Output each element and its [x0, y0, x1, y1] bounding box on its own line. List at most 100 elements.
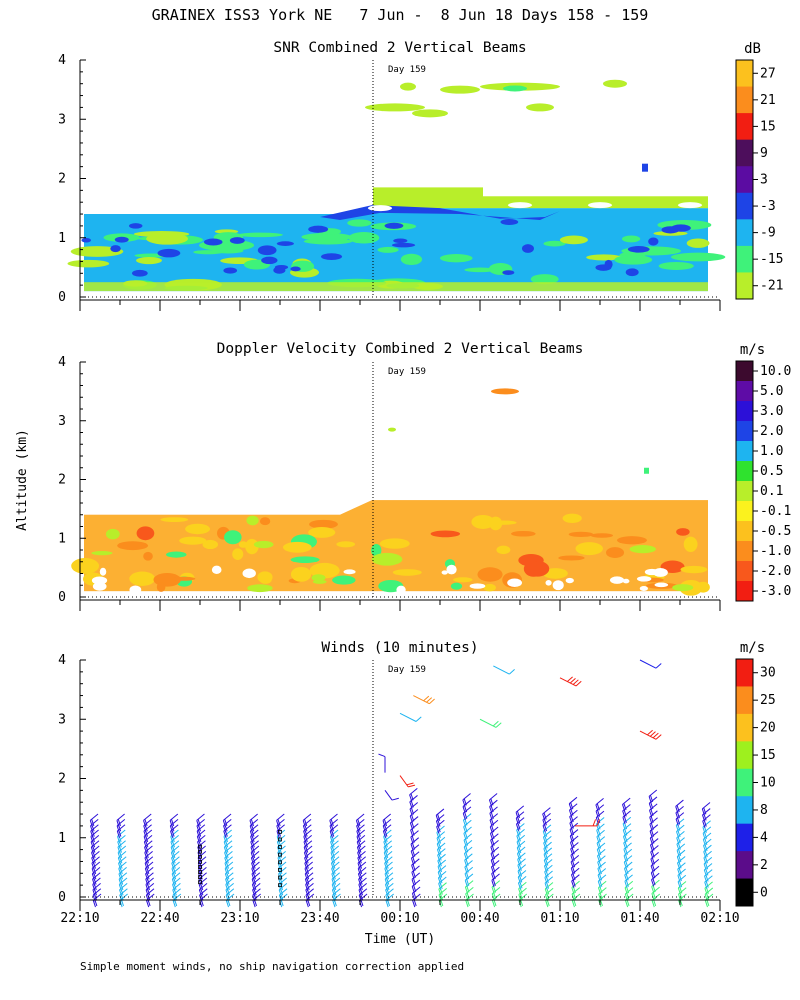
colorbar-label: -21 [760, 279, 783, 294]
wind-barb-flag [116, 820, 120, 828]
wind-barb-flag [436, 849, 441, 857]
velocity-patch [246, 515, 259, 526]
wind-barb [559, 677, 577, 687]
velocity-patch [105, 528, 120, 540]
wind-barb-flag [543, 812, 547, 820]
wind-barb-flag [412, 900, 416, 908]
wind-barb-flag [357, 873, 362, 881]
wind-barb-flag [251, 868, 255, 876]
wind-barb-flag [199, 894, 203, 902]
snr-patch [128, 223, 143, 229]
wind-barb-flag [436, 826, 440, 834]
colorbar-label: 25 [760, 693, 776, 708]
snr-cloud-echo [603, 79, 627, 88]
snr-patch [320, 253, 343, 261]
wind-barb-flag [567, 676, 573, 682]
wind-barb-flag [252, 900, 256, 908]
velocity-patch [309, 519, 338, 529]
wind-barb-flag [621, 804, 626, 812]
colorbar-swatch [736, 741, 753, 770]
x-tick-label: 22:10 [60, 911, 99, 926]
wind-barb-flag [649, 830, 653, 838]
wind-barb-flag [143, 836, 147, 844]
y-tick-label: 4 [58, 653, 66, 668]
wind-barb-flag [463, 833, 467, 841]
colorbar-swatch [736, 421, 753, 442]
wind-barb-flag [384, 873, 388, 881]
wind-barb-flag [648, 796, 652, 804]
wind-barb-flag [357, 852, 361, 860]
wind-barb-flag [423, 695, 430, 702]
y-tick-label: 0 [58, 590, 66, 605]
y-tick-label: 1 [58, 231, 66, 246]
wind-barb-flag [651, 864, 656, 872]
wind-barb-flag [305, 894, 309, 902]
snr-patch [648, 237, 659, 246]
wind-barb-flag [463, 846, 467, 854]
wind-barb-flag [570, 802, 574, 810]
wind-barb-flag [198, 884, 202, 892]
y-tick-label: 2 [58, 772, 66, 787]
colorbar-label: 20 [760, 721, 776, 736]
wind-barb-flag [649, 837, 653, 845]
wind-barb-flag [143, 841, 147, 849]
wind-barb-flag [331, 873, 335, 881]
colorbar-label: 2 [760, 858, 768, 873]
wind-barb-flag [545, 900, 549, 908]
colorbar-label: 8 [760, 803, 768, 818]
wind-barb-flag [597, 874, 601, 882]
wind-barb-flag [145, 889, 149, 897]
velocity-gap [545, 580, 552, 586]
wind-barb-flag [415, 716, 422, 722]
wind-barb-flag [408, 784, 416, 788]
wind-barb-flag [172, 889, 176, 897]
colorbar-label: -2.0 [760, 564, 791, 579]
wind-barb-flag [515, 823, 520, 831]
wind-barb-flag [250, 819, 255, 827]
snr-patch [586, 254, 622, 261]
wind-barb-flag [90, 830, 94, 838]
wind-barb-flag [437, 877, 442, 885]
wind-barb-flag [118, 873, 122, 881]
wind-barb-flag [331, 889, 336, 897]
wind-barb-flag [596, 842, 600, 850]
velocity-gap [609, 576, 625, 584]
colorbar-label: 3.0 [760, 404, 783, 419]
calm-wind-marker [278, 868, 282, 872]
colorbar-label: 0 [760, 885, 768, 900]
wind-barb-flag [410, 800, 414, 808]
velocity-patch [453, 577, 473, 583]
snr-cloud-echo [412, 109, 448, 118]
wind-barb-flag [251, 873, 255, 881]
wind-barb-flag [463, 798, 467, 806]
wind-barb-flag [570, 874, 575, 882]
colorbar-label: -0.1 [760, 504, 791, 519]
wind-barb-flag [144, 819, 148, 827]
wind-barb-flag [410, 850, 414, 858]
wind-barb-flag [575, 680, 582, 687]
colorbar-swatch [736, 60, 753, 88]
calm-wind-marker [198, 849, 202, 854]
colorbar-swatch [736, 113, 753, 141]
wind-barb-flag [385, 889, 389, 897]
wind-barb-flag [596, 819, 601, 827]
wind-barb-flag [677, 875, 681, 883]
wind-barb-flag [302, 820, 306, 828]
colorbar-swatch [736, 461, 753, 482]
colorbar-label: -3.0 [760, 584, 791, 599]
wind-barb-flag [90, 825, 94, 833]
wind-barb-flag [437, 854, 441, 862]
calm-wind-marker [278, 829, 282, 834]
wind-barb-flag [623, 861, 627, 869]
velocity-patch [253, 540, 274, 549]
wind-barb-flag [225, 884, 229, 892]
wind-barb-flag [411, 842, 416, 850]
wind-barb-flag [543, 859, 547, 867]
wind-barb-flag [651, 886, 655, 894]
velocity-patch [166, 551, 187, 558]
wind-barb-flag [197, 819, 201, 827]
wind-barb-flag [410, 836, 414, 844]
wind-barb-flag [358, 884, 362, 892]
velocity-patch [238, 541, 248, 548]
panel-2: Day 159 0 1 2 3 4 10.0 5.0 3.0 2.0 1.0 0.5 0.1 -0.1 -0… [58, 342, 791, 611]
